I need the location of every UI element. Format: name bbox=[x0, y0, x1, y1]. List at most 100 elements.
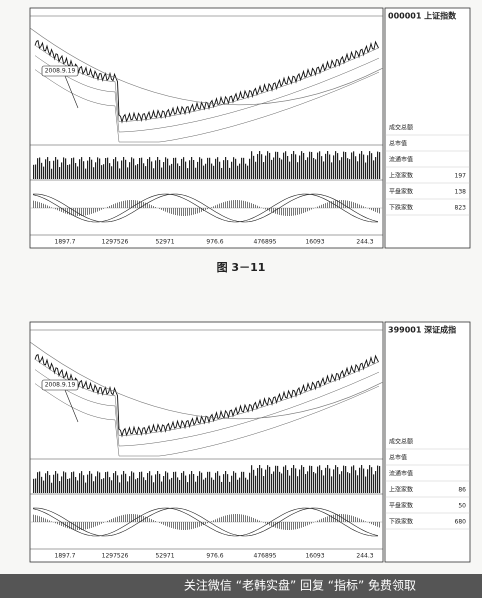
macd-bar bbox=[247, 516, 248, 522]
volume-bar bbox=[73, 472, 74, 493]
volume-bar bbox=[229, 482, 230, 493]
volume-bar bbox=[105, 158, 106, 179]
volume-bar bbox=[245, 478, 246, 493]
macd-bar bbox=[159, 522, 160, 523]
macd-bar bbox=[317, 207, 318, 208]
row-value: 138 bbox=[455, 189, 467, 196]
macd-bar bbox=[149, 204, 150, 208]
volume-bar bbox=[249, 159, 250, 179]
row-label: 平盘家数 bbox=[389, 188, 413, 196]
macd-bar bbox=[303, 208, 304, 213]
macd-bar bbox=[319, 520, 320, 522]
volume-bar bbox=[299, 470, 300, 493]
macd-bar bbox=[127, 514, 128, 522]
macd-bar bbox=[33, 515, 34, 522]
macd-bar bbox=[379, 522, 380, 527]
volume-bar bbox=[337, 467, 338, 493]
macd-bar bbox=[59, 208, 60, 211]
macd-bar bbox=[39, 202, 40, 208]
bottom-value: 976.6 bbox=[206, 553, 223, 560]
macd-bar bbox=[55, 522, 56, 523]
row-value: 50 bbox=[458, 503, 466, 510]
macd-bar bbox=[243, 515, 244, 522]
volume-bar bbox=[127, 481, 128, 493]
volume-bar bbox=[37, 472, 38, 493]
volume-bar bbox=[93, 167, 94, 179]
volume-bar bbox=[371, 467, 372, 493]
volume-bar bbox=[89, 157, 90, 179]
macd-bar bbox=[291, 522, 292, 530]
macd-bar bbox=[125, 514, 126, 522]
macd-bar bbox=[109, 520, 110, 522]
volume-bar bbox=[365, 477, 366, 493]
macd-bar bbox=[309, 208, 310, 210]
macd-bar bbox=[255, 205, 256, 208]
macd-bar bbox=[55, 208, 56, 209]
macd-bar bbox=[299, 208, 300, 214]
volume-bar bbox=[139, 158, 140, 179]
volume-bar bbox=[349, 473, 350, 493]
volume-bar bbox=[141, 158, 142, 179]
volume-bar bbox=[341, 471, 342, 493]
volume-bar bbox=[291, 154, 292, 179]
volume-bar bbox=[201, 473, 202, 493]
volume-bar bbox=[137, 478, 138, 493]
volume-bar bbox=[211, 478, 212, 493]
macd-bar bbox=[353, 516, 354, 522]
volume-bar bbox=[77, 480, 78, 493]
volume-bar bbox=[365, 163, 366, 179]
volume-bar bbox=[149, 471, 150, 493]
volume-bar bbox=[335, 151, 336, 179]
volume-bar bbox=[169, 479, 170, 493]
macd-bar bbox=[227, 515, 228, 522]
volume-bar bbox=[41, 163, 42, 179]
macd-bar bbox=[361, 205, 362, 208]
code-title: 399001 深证成指 bbox=[388, 325, 456, 335]
macd-bar bbox=[223, 202, 224, 208]
volume-bar bbox=[133, 159, 134, 179]
row-label: 流通市值 bbox=[389, 470, 413, 478]
volume-bar bbox=[95, 162, 96, 179]
row-label: 成交总额 bbox=[389, 438, 413, 446]
volume-bar bbox=[289, 476, 290, 493]
macd-bar bbox=[77, 522, 78, 530]
volume-bar bbox=[135, 165, 136, 179]
volume-bar bbox=[323, 161, 324, 179]
volume-bar bbox=[243, 158, 244, 179]
row-label: 下跌家数 bbox=[389, 204, 413, 212]
macd-bar bbox=[123, 515, 124, 522]
macd-bar bbox=[163, 208, 164, 211]
volume-bar bbox=[143, 477, 144, 493]
volume-bar bbox=[145, 166, 146, 179]
volume-bar bbox=[171, 478, 172, 493]
macd-bar bbox=[47, 205, 48, 208]
row-label: 下跌家数 bbox=[389, 518, 413, 526]
volume-bar bbox=[61, 162, 62, 179]
macd-bar bbox=[57, 522, 58, 524]
macd-bar bbox=[73, 522, 74, 530]
volume-bar bbox=[237, 166, 238, 179]
volume-bar bbox=[351, 153, 352, 179]
volume-bar bbox=[219, 476, 220, 493]
row-label: 平盘家数 bbox=[389, 502, 413, 510]
macd-bar bbox=[225, 202, 226, 208]
macd-bar bbox=[43, 518, 44, 522]
volume-bar bbox=[325, 468, 326, 493]
volume-bar bbox=[263, 476, 264, 493]
volume-bar bbox=[287, 156, 288, 179]
macd-bar bbox=[361, 519, 362, 522]
volume-bar bbox=[53, 161, 54, 179]
volume-bar bbox=[243, 472, 244, 493]
volume-bar bbox=[157, 157, 158, 179]
macd-bar bbox=[143, 202, 144, 208]
volume-bar bbox=[149, 157, 150, 179]
volume-bar bbox=[59, 167, 60, 179]
volume-bar bbox=[57, 160, 58, 179]
macd-bar bbox=[355, 517, 356, 522]
volume-bar bbox=[191, 157, 192, 179]
macd-bar bbox=[273, 208, 274, 213]
volume-bar bbox=[65, 158, 66, 179]
volume-bar bbox=[123, 471, 124, 493]
volume-bar bbox=[331, 162, 332, 179]
macd-bar bbox=[353, 202, 354, 208]
